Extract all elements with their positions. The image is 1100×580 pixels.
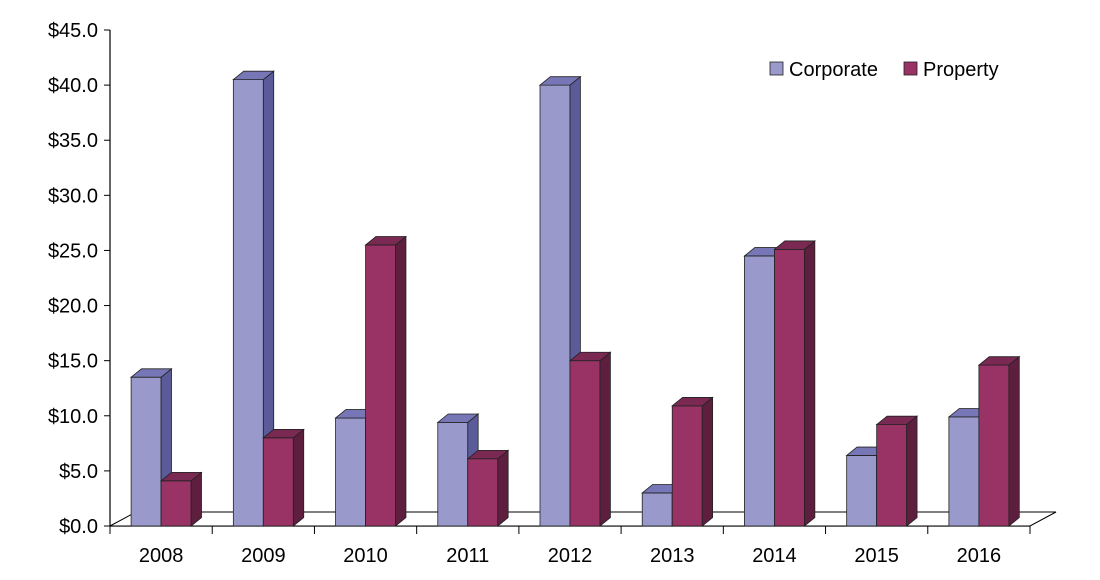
bar-front-face: [365, 244, 396, 527]
bar-top-face: [232, 70, 275, 80]
x-tick-label: 2016: [957, 545, 1002, 567]
bar-side-face: [701, 396, 714, 527]
bar-front-face: [948, 416, 980, 527]
y-tick-label: $40.0: [48, 75, 98, 97]
x-tick-label: 2011: [446, 545, 489, 567]
bar-top-face: [671, 397, 714, 407]
y-tick-label: $20.0: [48, 296, 98, 318]
bar-front-face: [978, 364, 1010, 527]
x-tick-label: 2012: [548, 545, 593, 567]
bar-top-face: [436, 413, 480, 423]
bar-property-2011: [466, 449, 510, 527]
legend-swatch: [903, 61, 918, 76]
y-tick-label: $5.0: [59, 461, 98, 483]
x-tick-label: 2008: [139, 545, 184, 567]
bar-front-face: [467, 458, 499, 527]
y-tick-label: $25.0: [48, 240, 98, 262]
bar-property-2015: [875, 415, 919, 527]
bar-side-face: [599, 351, 611, 527]
y-tick-label: $15.0: [48, 351, 98, 373]
bar-front-face: [774, 248, 805, 527]
y-tick-label: $10.0: [48, 406, 98, 428]
bar-side-face: [906, 415, 918, 527]
bar-front-face: [641, 492, 673, 527]
bar-top-face: [875, 415, 919, 425]
chart-bars: [129, 70, 1021, 527]
legend-swatch: [769, 61, 784, 76]
bar-front-face: [262, 437, 294, 527]
bar-top-face: [364, 236, 408, 246]
bar-side-face: [1008, 355, 1020, 527]
bar-top-face: [129, 368, 173, 378]
bar-property-2010: [364, 235, 408, 527]
bar-property-2008: [159, 471, 203, 527]
x-tick-label: 2013: [650, 545, 695, 567]
x-tick-label: 2014: [752, 545, 797, 567]
bar-top-face: [159, 472, 203, 482]
bar-front-face: [335, 417, 366, 527]
bar-corporate-2009: [232, 70, 275, 527]
y-tick-label: $0.0: [59, 516, 98, 538]
y-axis-tick-labels: $0.0 $5.0 $10.0 $15.0 $20.0 $25.0 $30.0 $35.0 $4…: [48, 20, 98, 538]
bar-top-face: [466, 449, 510, 460]
bar-front-face: [671, 405, 703, 527]
chart-legend: Corporate Property: [769, 59, 999, 81]
bar-front-face: [437, 421, 469, 527]
bar-front-face: [160, 480, 192, 527]
bar-front-face: [130, 376, 162, 527]
bar-property-2014: [773, 240, 816, 527]
bar-side-face: [497, 449, 509, 527]
x-tick-label: 2009: [241, 545, 286, 567]
bar-property-2013: [671, 396, 714, 527]
bar-front-face: [846, 455, 878, 527]
bar-side-face: [190, 471, 202, 527]
x-tick-label: 2010: [343, 545, 388, 567]
x-axis-tick-labels: 2008 2009 2010 2011 2012 2013 2014 2015 2016: [139, 545, 1001, 567]
y-tick-label: $30.0: [48, 185, 98, 207]
legend-item-corporate: Corporate: [769, 59, 878, 81]
legend-label: Property: [923, 59, 999, 81]
legend-label: Corporate: [789, 59, 878, 81]
bar-top-face: [538, 76, 582, 86]
bar-top-face: [262, 429, 305, 439]
bar-side-face: [292, 428, 305, 527]
y-tick-label: $45.0: [48, 20, 98, 42]
bar-front-face: [232, 79, 264, 527]
bar-property-2012: [568, 351, 612, 527]
bar-side-face: [804, 240, 816, 527]
x-tick-label: 2015: [854, 545, 899, 567]
bar-front-face: [539, 84, 571, 527]
legend-item-property: Property: [903, 59, 999, 81]
bar-top-face: [977, 356, 1021, 366]
bar-property-2009: [262, 428, 305, 527]
bar-front-face: [569, 360, 601, 527]
bar-property-2016: [977, 355, 1021, 527]
bar-top-face: [773, 240, 816, 250]
y-tick-label: $35.0: [48, 130, 98, 152]
bar-front-face: [744, 255, 775, 527]
bar-top-face: [568, 351, 612, 362]
bar-front-face: [876, 424, 908, 527]
bar-side-face: [395, 235, 407, 527]
